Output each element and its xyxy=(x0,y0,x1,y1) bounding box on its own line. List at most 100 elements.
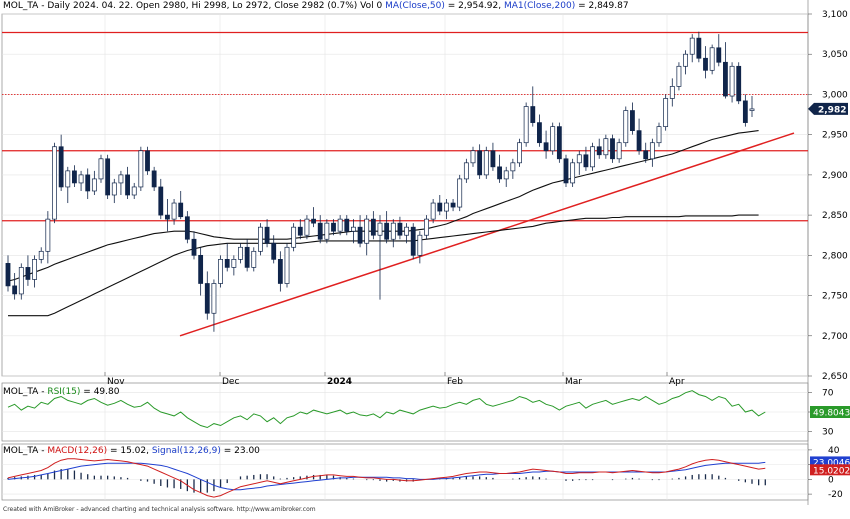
candle[interactable] xyxy=(736,62,742,105)
trendline[interactable] xyxy=(179,132,795,337)
candle[interactable] xyxy=(390,219,396,248)
candle[interactable] xyxy=(158,178,164,220)
candle[interactable] xyxy=(510,158,516,179)
candle[interactable] xyxy=(603,134,609,159)
candle[interactable] xyxy=(58,134,64,191)
candle[interactable] xyxy=(284,243,290,288)
candle[interactable] xyxy=(45,211,51,264)
candle[interactable] xyxy=(118,170,124,195)
candle[interactable] xyxy=(72,165,77,187)
candle[interactable] xyxy=(517,138,522,167)
candle[interactable] xyxy=(676,62,682,91)
candle[interactable] xyxy=(25,255,31,286)
candle[interactable] xyxy=(264,219,270,248)
candle[interactable] xyxy=(125,166,130,200)
candle[interactable] xyxy=(503,166,509,187)
candle[interactable] xyxy=(277,251,283,292)
candle[interactable] xyxy=(410,223,416,260)
candle[interactable] xyxy=(576,150,582,175)
candle[interactable] xyxy=(244,239,250,272)
candle[interactable] xyxy=(530,86,536,127)
candle[interactable] xyxy=(596,138,602,159)
candle[interactable] xyxy=(483,146,489,179)
candle[interactable] xyxy=(231,255,237,276)
candle[interactable] xyxy=(563,154,569,187)
candle[interactable] xyxy=(98,154,104,183)
candle[interactable] xyxy=(138,146,144,191)
candle[interactable] xyxy=(616,138,622,163)
candle[interactable] xyxy=(450,199,456,212)
candle[interactable] xyxy=(357,215,363,248)
candle[interactable] xyxy=(131,182,137,200)
candle[interactable] xyxy=(470,146,476,167)
candle[interactable] xyxy=(258,223,263,256)
candle[interactable] xyxy=(709,44,715,75)
candle[interactable] xyxy=(271,235,277,264)
candle[interactable] xyxy=(85,168,91,200)
candle[interactable] xyxy=(550,122,556,155)
candle[interactable] xyxy=(324,219,330,244)
candle[interactable] xyxy=(424,215,429,240)
candle[interactable] xyxy=(537,114,542,147)
candle[interactable] xyxy=(384,211,390,244)
candle[interactable] xyxy=(417,231,423,264)
candle[interactable] xyxy=(198,247,204,296)
candle[interactable] xyxy=(251,247,257,272)
candle[interactable] xyxy=(497,154,502,183)
candle[interactable] xyxy=(689,34,695,63)
candle[interactable] xyxy=(656,122,662,147)
candle[interactable] xyxy=(556,122,562,163)
candle[interactable] xyxy=(377,215,383,300)
candle[interactable] xyxy=(178,190,184,220)
candle[interactable] xyxy=(444,199,449,220)
candle[interactable] xyxy=(463,158,469,183)
candle[interactable] xyxy=(32,255,37,288)
candle[interactable] xyxy=(12,273,18,300)
candle[interactable] xyxy=(749,96,755,117)
candle[interactable] xyxy=(65,166,71,204)
candle[interactable] xyxy=(18,263,24,300)
candle[interactable] xyxy=(105,154,111,200)
candle[interactable] xyxy=(224,243,230,272)
candle[interactable] xyxy=(404,223,409,244)
candle[interactable] xyxy=(623,106,629,147)
candle[interactable] xyxy=(91,170,97,195)
candle[interactable] xyxy=(111,178,117,204)
candle[interactable] xyxy=(570,158,576,187)
candle[interactable] xyxy=(729,62,735,103)
candle[interactable] xyxy=(723,42,728,99)
candle[interactable] xyxy=(583,146,589,171)
candle[interactable] xyxy=(457,174,463,212)
candle[interactable] xyxy=(364,215,370,256)
candle[interactable] xyxy=(696,31,702,63)
candle[interactable] xyxy=(683,50,688,75)
candle[interactable] xyxy=(151,166,157,191)
candle[interactable] xyxy=(171,199,177,225)
candle[interactable] xyxy=(437,195,443,216)
candle[interactable] xyxy=(351,219,356,244)
candle[interactable] xyxy=(191,231,197,260)
candle[interactable] xyxy=(630,102,635,135)
candle[interactable] xyxy=(238,243,243,264)
candle[interactable] xyxy=(669,78,675,107)
candle[interactable] xyxy=(331,219,336,236)
candle[interactable] xyxy=(344,215,350,236)
candle[interactable] xyxy=(304,215,310,240)
candle[interactable] xyxy=(610,134,615,163)
candle[interactable] xyxy=(477,144,483,179)
candle[interactable] xyxy=(5,255,11,292)
candle[interactable] xyxy=(211,279,217,332)
candle[interactable] xyxy=(523,102,529,147)
candle[interactable] xyxy=(78,170,84,191)
candle[interactable] xyxy=(218,255,223,288)
candle[interactable] xyxy=(370,211,376,240)
candle[interactable] xyxy=(52,142,57,224)
candle[interactable] xyxy=(543,130,549,159)
candle[interactable] xyxy=(145,146,150,175)
candle[interactable] xyxy=(590,142,595,171)
candle[interactable] xyxy=(490,142,496,171)
candle[interactable] xyxy=(337,215,343,236)
candle[interactable] xyxy=(649,138,655,167)
candle[interactable] xyxy=(663,94,669,131)
